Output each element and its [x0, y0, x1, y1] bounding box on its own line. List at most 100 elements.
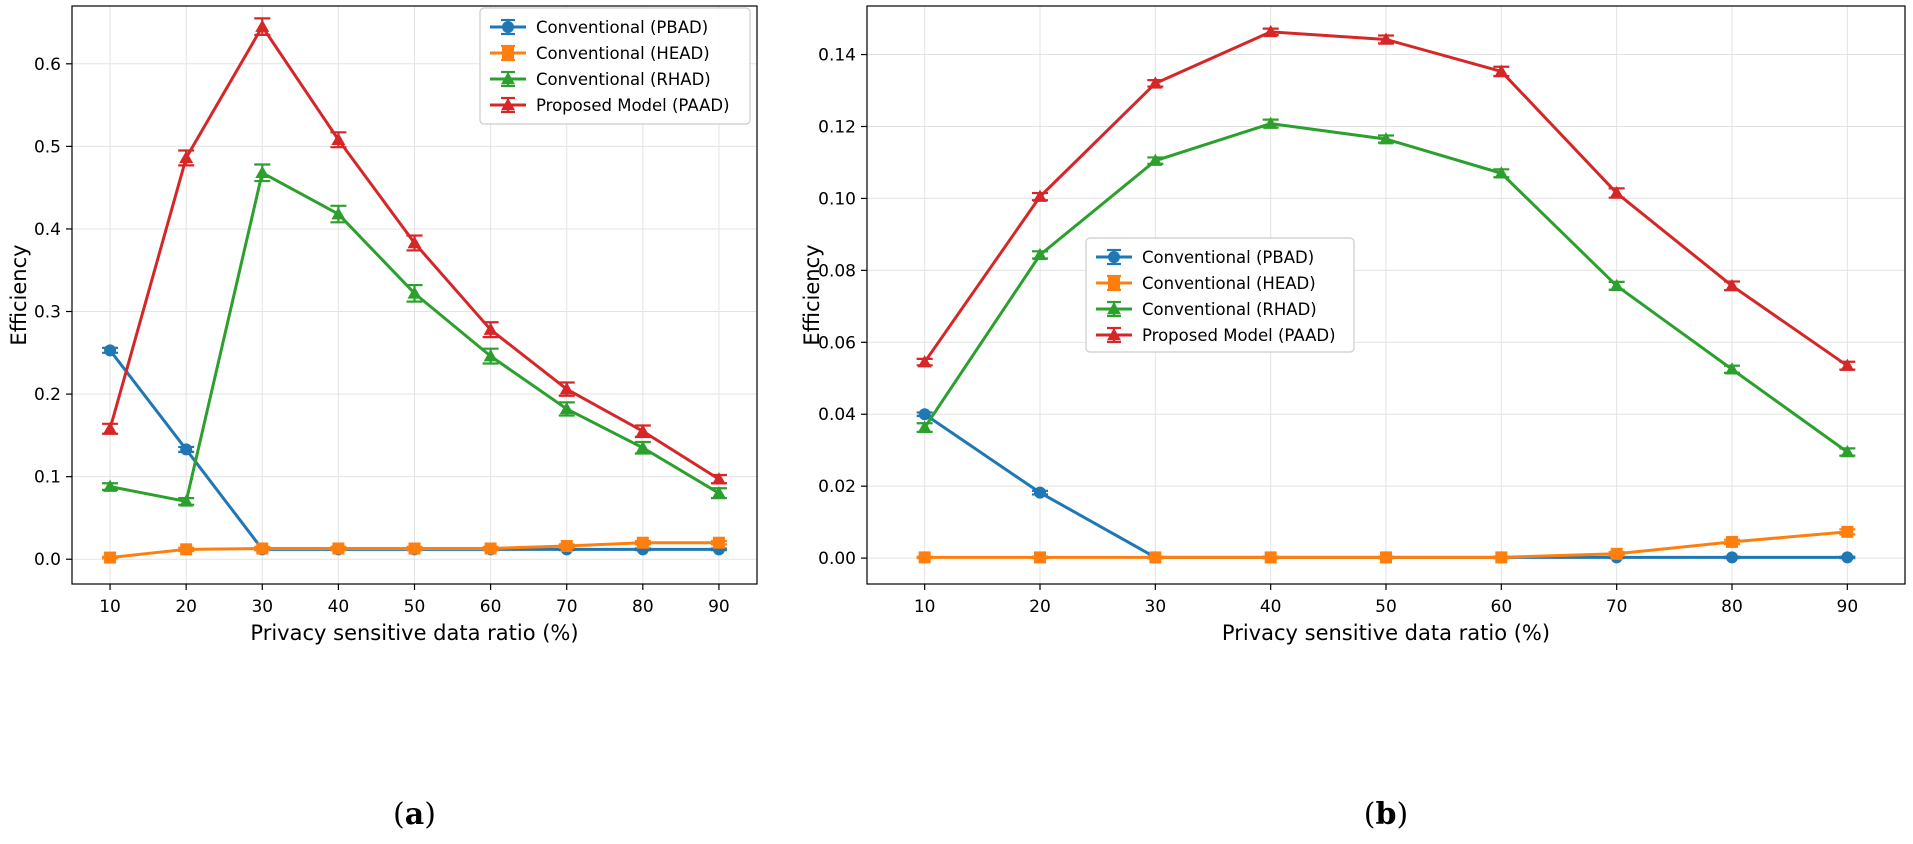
legend-item: Conventional (PBAD)	[490, 18, 708, 37]
legend-label: Proposed Model (PAAD)	[1142, 326, 1336, 345]
data-point	[255, 19, 270, 32]
data-point	[483, 322, 498, 335]
data-point	[1033, 189, 1047, 202]
y-tick-label: 0.5	[34, 137, 61, 157]
data-point	[104, 344, 117, 357]
data-point	[917, 355, 932, 368]
data-point	[918, 408, 931, 421]
data-point	[103, 479, 118, 492]
legend-label: Conventional (PBAD)	[1142, 248, 1314, 267]
data-point	[1841, 551, 1854, 564]
legend-item: Conventional (HEAD)	[490, 44, 710, 63]
data-point	[180, 443, 193, 456]
y-axis-label: Efficiency	[7, 244, 31, 345]
legend-marker	[502, 21, 514, 33]
data-point	[1609, 278, 1624, 292]
data-point	[180, 543, 193, 556]
x-tick-label: 10	[914, 597, 936, 617]
data-point	[332, 542, 345, 555]
x-tick-label: 90	[708, 597, 730, 617]
panel-label: (a)	[393, 797, 436, 832]
data-point	[559, 382, 574, 395]
legend-box	[1085, 237, 1355, 353]
data-point	[179, 150, 194, 164]
legend-label: Conventional (HEAD)	[536, 44, 710, 63]
y-tick-label: 0.14	[818, 46, 856, 66]
data-point	[712, 536, 725, 549]
legend-item: Conventional (PBAD)	[1096, 248, 1314, 267]
data-point	[407, 235, 422, 249]
x-axis-label: Privacy sensitive data ratio (%)	[250, 621, 578, 645]
x-tick-label: 50	[1375, 597, 1397, 617]
legend-marker	[1108, 277, 1120, 289]
x-tick-label: 30	[251, 597, 273, 617]
data-point	[560, 540, 573, 553]
data-point	[1034, 551, 1046, 564]
x-tick-label: 20	[175, 597, 197, 617]
data-point	[331, 207, 346, 220]
legend-label: Conventional (RHAD)	[1142, 300, 1317, 319]
x-tick-label: 90	[1837, 597, 1859, 617]
x-tick-label: 50	[404, 597, 426, 617]
y-tick-label: 0.06	[818, 333, 856, 353]
legend-item: Conventional (RHAD)	[490, 70, 711, 89]
y-tick-label: 0.6	[34, 55, 61, 75]
data-point	[1263, 116, 1278, 129]
x-tick-label: 70	[556, 597, 578, 617]
data-point	[1495, 551, 1508, 564]
y-tick-label: 0.00	[818, 549, 856, 569]
data-point	[1380, 551, 1392, 564]
x-tick-label: 80	[1721, 597, 1743, 617]
data-point	[1149, 551, 1162, 564]
series-rhad	[916, 116, 1856, 458]
legend-item: Proposed Model (PAAD)	[1096, 326, 1336, 345]
chart-panel-a: 10 20 30 40 50 60 70 80 90 0.0 0.1 0.2 0.3 0.4 0.5 0.6 P…	[7, 5, 758, 832]
legend-marker	[501, 98, 515, 111]
data-point	[255, 165, 270, 179]
series-paad	[916, 24, 1856, 371]
panel-label-letter: a	[405, 797, 424, 832]
legend-label: Conventional (HEAD)	[1142, 274, 1316, 293]
y-tick-label: 0.08	[818, 261, 856, 281]
y-tick-label: 0.12	[818, 117, 856, 137]
legend: Conventional (PBAD) Conventional (HEAD) Co…	[1085, 237, 1355, 353]
panel-label: (b)	[1364, 797, 1408, 832]
x-tick-label: 10	[99, 597, 121, 617]
data-point	[1034, 486, 1046, 499]
data-point	[1726, 535, 1738, 548]
legend-item: Conventional (HEAD)	[1096, 274, 1316, 293]
data-point	[1840, 444, 1855, 458]
data-point	[1841, 525, 1854, 538]
data-point	[103, 421, 118, 435]
legend-label: Conventional (RHAD)	[536, 70, 711, 89]
legend-marker	[1107, 328, 1121, 341]
y-axis-label: Efficiency	[800, 244, 824, 345]
x-tick-label: 60	[480, 597, 502, 617]
data-point	[256, 542, 269, 555]
x-tick-label: 30	[1145, 597, 1167, 617]
data-point	[1263, 24, 1278, 38]
y-tick-label: 0.04	[818, 405, 856, 425]
data-point	[1148, 76, 1163, 89]
legend-label: Conventional (PBAD)	[536, 18, 708, 37]
data-point	[635, 440, 650, 454]
data-point	[1494, 166, 1509, 179]
data-point	[407, 286, 422, 299]
legend-marker	[501, 72, 515, 85]
panel-label-letter: b	[1376, 797, 1397, 832]
panel-label-open: (	[393, 797, 405, 832]
legend-item: Conventional (RHAD)	[1096, 300, 1317, 319]
series-head	[102, 536, 727, 564]
y-tick-label: 0.1	[34, 468, 61, 488]
legend-marker	[1108, 251, 1120, 263]
data-point	[711, 486, 726, 499]
data-point	[559, 401, 574, 415]
legend-box	[479, 7, 751, 125]
y-tick-label: 0.02	[818, 477, 856, 497]
data-point	[1725, 278, 1739, 292]
data-point	[917, 420, 932, 433]
data-point	[483, 349, 498, 362]
data-point	[1379, 32, 1393, 45]
data-point	[1264, 551, 1277, 564]
